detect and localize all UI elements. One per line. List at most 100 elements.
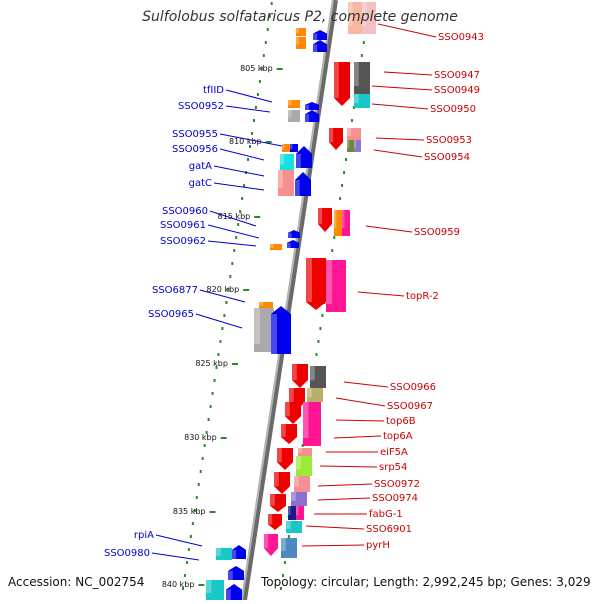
gene-feature	[342, 210, 350, 236]
gene-feature	[226, 584, 242, 600]
leader-line	[335, 397, 386, 407]
gene-label-left: SSO0965	[148, 309, 194, 320]
scale-tick-mark	[254, 216, 261, 218]
gene-label-right: top6B	[386, 416, 416, 427]
gene-feature	[329, 128, 343, 150]
gene-feature	[310, 366, 326, 388]
gene-feature	[354, 62, 370, 94]
gene-feature	[281, 424, 297, 444]
scale-tick-label: 840 kbp	[162, 580, 195, 589]
leader-line	[219, 148, 265, 161]
gene-feature	[277, 448, 293, 470]
gene-label-left: SSO0961	[160, 220, 206, 231]
leader-line	[207, 224, 260, 239]
scale-tick-mark	[243, 289, 250, 291]
gene-feature	[270, 494, 286, 512]
leader-line	[213, 165, 265, 177]
scale-tick-mark	[209, 511, 216, 513]
gene-feature	[280, 154, 294, 170]
gene-feature	[216, 548, 232, 560]
gene-label-right: fabG-1	[369, 509, 403, 520]
gene-feature	[313, 30, 327, 40]
gene-feature	[295, 172, 311, 196]
scale-ticks: 805 kbp 810 kbp 815 kbp 820 kbp 825 kbp 830 k…	[162, 64, 283, 589]
gene-feature	[296, 506, 304, 520]
gene-label-right: SSO0974	[372, 493, 418, 504]
leader-line	[219, 133, 283, 147]
gene-feature	[287, 240, 299, 248]
genome-backbone	[241, 0, 338, 601]
gene-label-right: SSO0967	[387, 401, 433, 412]
gene-feature	[354, 94, 370, 108]
gene-label-left: SSO0962	[160, 236, 206, 247]
leader-line	[225, 89, 273, 103]
gene-label-left: SSO0955	[172, 129, 218, 140]
leader-line	[225, 105, 271, 113]
gene-feature	[274, 472, 290, 494]
leader-line	[365, 225, 413, 233]
gene-feature	[278, 170, 294, 196]
leader-line	[305, 525, 365, 530]
gene-feature	[264, 534, 278, 556]
leader-line	[155, 534, 203, 547]
scale-tick-label: 815 kbp	[218, 212, 251, 221]
gene-feature	[326, 260, 346, 312]
leader-line	[209, 210, 257, 227]
gene-label-left: SSO0956	[172, 144, 218, 155]
gene-feature	[306, 258, 326, 310]
leader-line	[319, 465, 378, 468]
gene-feature	[294, 476, 310, 492]
leader-line	[375, 137, 425, 141]
gene-label-right: SSO0950	[430, 104, 476, 115]
scale-tick-label: 820 kbp	[207, 285, 240, 294]
gene-feature	[296, 146, 312, 168]
gene-label-left: tfIID	[203, 85, 224, 96]
scale-tick-mark	[231, 363, 238, 365]
gene-feature	[282, 144, 290, 152]
gene-feature	[232, 545, 246, 559]
gene-label-left: gatA	[189, 161, 212, 172]
scale-tick-label: 835 kbp	[173, 507, 206, 516]
leader-line	[371, 85, 433, 91]
gene-feature	[347, 140, 354, 152]
gene-label-right: pyrH	[366, 540, 390, 551]
gene-label-right: srp54	[379, 462, 407, 473]
gene-label-right: SSO0954	[424, 152, 470, 163]
gene-feature	[291, 492, 307, 506]
leader-line	[195, 313, 243, 329]
gene-feature	[286, 521, 302, 533]
gene-feature	[318, 208, 332, 232]
gene-label-right: SSO0966	[390, 382, 436, 393]
gene-feature	[296, 28, 306, 36]
gene-feature	[288, 230, 300, 238]
gene-feature	[268, 514, 282, 530]
map-title: Sulfolobus solfataricus P2, complete gen…	[142, 9, 458, 25]
leader-line	[343, 381, 389, 388]
leader-line	[373, 149, 423, 158]
gene-feature	[298, 448, 312, 456]
leader-line	[317, 497, 371, 501]
gene-feature	[334, 62, 350, 106]
leader-line	[199, 289, 246, 303]
gene-features	[206, 2, 376, 600]
gene-feature	[228, 566, 244, 580]
label-leader-lines	[151, 23, 437, 561]
gene-feature	[347, 128, 361, 140]
scale-tick-label: 810 kbp	[229, 137, 262, 146]
leader-line	[301, 544, 365, 547]
gene-feature	[281, 538, 297, 558]
gene-feature	[362, 2, 376, 34]
gene-feature	[288, 506, 296, 520]
gene-label-right: SSO0959	[414, 227, 460, 238]
gene-labels: tfIID SSO0952 SSO0955 SSO0956 gatA gatC SSO096…	[104, 32, 484, 559]
leader-line	[371, 103, 429, 110]
gene-feature	[292, 364, 308, 388]
leader-line	[377, 23, 437, 38]
gene-feature	[254, 308, 274, 352]
scale-tick-label: 825 kbp	[195, 359, 228, 368]
leader-line	[335, 419, 385, 422]
gene-label-left: gatC	[189, 178, 212, 189]
gene-feature	[296, 456, 312, 476]
leader-line	[333, 435, 382, 439]
gene-feature	[305, 102, 319, 110]
